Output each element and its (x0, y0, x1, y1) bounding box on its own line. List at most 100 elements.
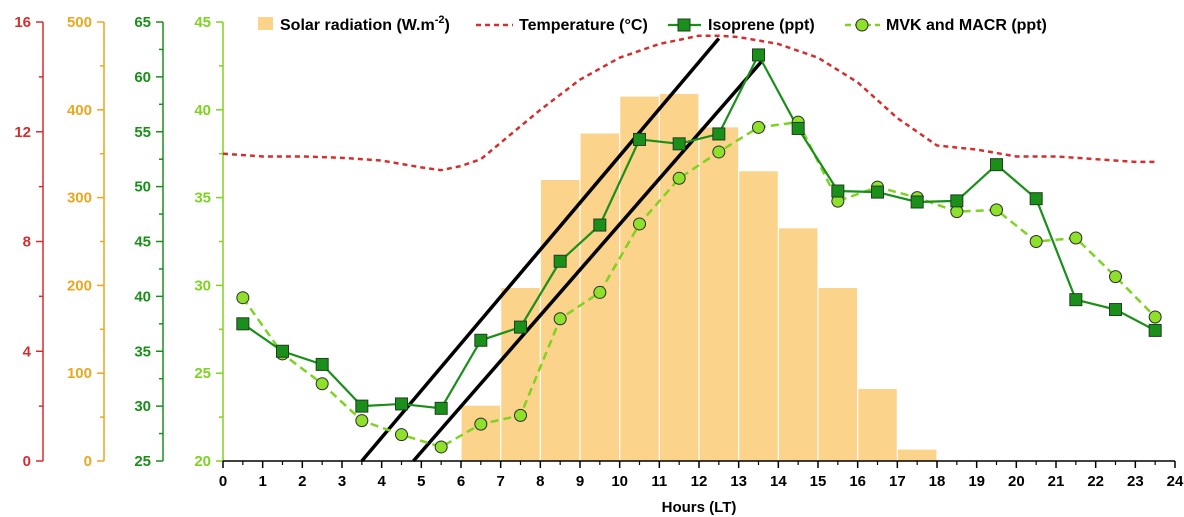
y-tick-label-isoprene: 50 (134, 179, 151, 196)
mvk-macr-point (990, 203, 1003, 217)
y-tick-label-mvk: 35 (194, 190, 211, 207)
x-tick-label: 12 (691, 473, 708, 490)
x-tick-label: 7 (496, 473, 504, 490)
x-tick-label: 3 (338, 473, 346, 490)
y-tick-label-isoprene: 65 (134, 14, 151, 31)
isoprene-point (871, 185, 884, 199)
y-tick-label-temperature: 4 (23, 343, 32, 360)
solar-bar (897, 449, 937, 461)
x-tick-label: 0 (219, 473, 227, 490)
x-tick-label: 22 (1087, 473, 1104, 490)
x-tick-label: 2 (298, 473, 306, 490)
x-tick-label: 9 (576, 473, 584, 490)
x-tick-label: 23 (1127, 473, 1144, 490)
legend-label-solar: Solar radiation (W.m-2) (280, 14, 450, 34)
x-axis: 0 1 2 3 4 5 6 7 8 9 10 11 12 13 14 15 16 17 18 19 20 21 22 23 24 (219, 460, 1184, 490)
isoprene-point (593, 218, 607, 232)
y-tick-label-isoprene: 35 (134, 343, 151, 360)
x-tick-label: 1 (258, 473, 266, 490)
isoprene-point (950, 194, 964, 208)
solar-bar (778, 228, 818, 461)
x-tick-label: 13 (730, 473, 747, 490)
isoprene-point (672, 137, 686, 151)
mvk-macr-point (395, 428, 408, 442)
mvk-macr-point (1148, 310, 1162, 324)
isoprene-point (276, 344, 289, 358)
mvk-macr-point (514, 408, 527, 422)
trend-line (360, 37, 721, 463)
x-tick-label: 15 (810, 473, 827, 490)
isoprene-point (633, 132, 646, 146)
y-tick-label-solar: 400 (67, 102, 92, 119)
isoprene-point (712, 127, 726, 141)
x-tick-label: 17 (889, 473, 906, 490)
x-axis-label: Hours (LT) (662, 499, 737, 516)
y-axis-mvk: 20 25 30 35 40 45 (194, 14, 224, 470)
isoprene-point (910, 195, 924, 209)
mvk-macr-point (593, 285, 607, 299)
y-tick-label-isoprene: 40 (134, 288, 151, 305)
mvk-macr-point (752, 120, 765, 134)
mvk-macr-line (241, 120, 1157, 449)
y-tick-label-isoprene: 45 (134, 234, 151, 251)
y-tick-label-mvk: 40 (194, 102, 211, 119)
mvk-macr-point (315, 377, 329, 391)
solar-bar (461, 405, 501, 461)
y-tick-label-mvk: 20 (194, 453, 211, 470)
x-tick-label: 6 (457, 473, 465, 490)
chart-lines (222, 34, 1162, 463)
mvk-macr-point (474, 417, 488, 431)
mvk-macr-point (1109, 270, 1122, 284)
isoprene-point (553, 254, 567, 268)
y-tick-label-mvk: 30 (194, 277, 211, 294)
y-tick-label-solar: 300 (67, 190, 92, 207)
mvk-macr-point (236, 291, 250, 305)
isoprene-point (434, 401, 448, 415)
temperature-line (222, 34, 1156, 172)
x-tick-label: 24 (1167, 473, 1184, 490)
y-tick-label-isoprene: 55 (134, 124, 151, 141)
mvk-macr-point (950, 205, 964, 219)
isoprene-point (355, 399, 369, 413)
x-tick-label: 10 (611, 473, 628, 490)
isoprene-point (1069, 293, 1083, 307)
legend-label-mvk: MVK and MACR (ppt) (886, 17, 1047, 34)
x-tick-label: 4 (377, 473, 386, 490)
isoprene-point (395, 397, 408, 411)
isoprene-point (514, 320, 527, 334)
mvk-macr-point (355, 414, 369, 428)
isoprene-point (1029, 192, 1043, 206)
y-tick-label-mvk: 25 (194, 365, 211, 382)
isoprene-point (474, 333, 488, 347)
solar-bar (739, 171, 778, 461)
y-tick-label-isoprene: 25 (134, 453, 151, 470)
solar-bar (818, 288, 858, 461)
y-tick-label-temperature: 8 (23, 234, 31, 251)
x-tick-label: 19 (968, 473, 985, 490)
y-axis-temperature: 0 4 8 12 16 (14, 14, 44, 470)
mvk-macr-point (434, 440, 448, 454)
x-tick-label: 16 (849, 473, 866, 490)
isoprene-point (1148, 323, 1162, 337)
y-tick-label-isoprene: 60 (134, 69, 151, 86)
legend-swatch-solar (258, 17, 273, 30)
y-tick-label-solar: 0 (84, 453, 92, 470)
y-tick-label-temperature: 0 (23, 453, 31, 470)
legend: Solar radiation (W.m-2) Temperature (°C) I… (258, 14, 1047, 34)
mvk-macr-point (633, 217, 646, 231)
legend-label-temperature: Temperature (°C) (519, 17, 648, 34)
y-tick-label-mvk: 45 (194, 14, 211, 31)
solar-bar (858, 389, 897, 461)
mvk-macr-point (672, 171, 686, 185)
solar-bar (501, 288, 540, 461)
x-tick-label: 8 (536, 473, 544, 490)
x-tick-label: 14 (770, 473, 787, 490)
mvk-macr-point (553, 312, 567, 326)
isoprene-point (315, 357, 329, 371)
y-tick-label-temperature: 12 (14, 124, 31, 141)
x-tick-label: 5 (417, 473, 425, 490)
mvk-macr-point (712, 145, 726, 159)
isoprene-point (752, 48, 765, 62)
trend-line (412, 59, 764, 463)
